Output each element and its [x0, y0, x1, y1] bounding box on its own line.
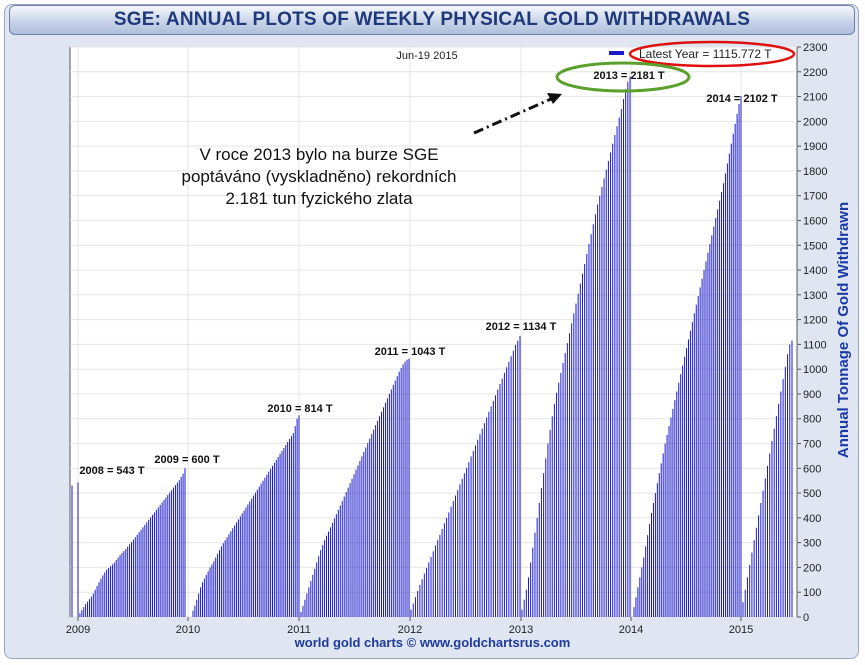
- y-tick-label: 600: [803, 463, 821, 475]
- annotation-line-1: V roce 2013 bylo na burze SGE: [199, 145, 438, 164]
- x-axis: 2009 2010 2011 2012 2013 2014 2015: [66, 617, 753, 636]
- x-tick-label: 2009: [66, 624, 90, 636]
- y-tick-label: 1200: [803, 315, 827, 327]
- y-tick-label: 1500: [803, 240, 827, 252]
- x-tick-label: 2012: [398, 624, 422, 636]
- y-tick-label: 1300: [803, 290, 827, 302]
- y-tick-label: 2200: [803, 67, 827, 79]
- y-tick-label: 0: [803, 612, 809, 624]
- y-tick-label: 500: [803, 488, 821, 500]
- y-tick-label: 1600: [803, 215, 827, 227]
- y-tick-label: 100: [803, 587, 821, 599]
- chart-title: SGE: ANNUAL PLOTS OF WEEKLY PHYSICAL GOL…: [113, 9, 751, 30]
- y-tick-label: 800: [803, 414, 821, 426]
- y-tick-label: 700: [803, 439, 821, 451]
- legend-text: Latest Year = 1115.772 T: [639, 47, 772, 61]
- record-highlight-ellipse: [555, 61, 691, 93]
- year-labels: 2008 = 543 T 2009 = 600 T 2010 = 814 T 2011…: [79, 70, 777, 477]
- y-tick-label: 400: [803, 513, 821, 525]
- y-tick-label: 2300: [803, 42, 827, 54]
- y-tick-label: 1400: [803, 265, 827, 277]
- x-tick-label: 2011: [287, 624, 311, 636]
- y-tick-label: 1900: [803, 141, 827, 153]
- x-tick-label: 2010: [176, 624, 200, 636]
- y-tick-label: 2000: [803, 116, 827, 128]
- y-tick-label: 900: [803, 389, 821, 401]
- year-total-label: 2008 = 543 T: [79, 465, 144, 477]
- y-axis-title: Annual Tonnage Of Gold Withdrawn: [835, 202, 852, 458]
- year-total-label: 2014 = 2102 T: [706, 93, 778, 105]
- year-total-label: 2010 = 814 T: [267, 403, 332, 415]
- y-tick-label: 1700: [803, 191, 827, 203]
- annotation-arrow-line: [473, 97, 552, 135]
- year-total-label: 2012 = 1134 T: [486, 321, 557, 333]
- y-axis: 0 100 200 300 400 500 600 700 800 900 1000 1100 1200…: [797, 42, 827, 624]
- y-tick-label: 1800: [803, 166, 827, 178]
- y-tick-label: 1000: [803, 364, 827, 376]
- x-tick-label: 2013: [509, 624, 533, 636]
- annotation: V roce 2013 bylo na burze SGE poptáváno …: [182, 145, 457, 208]
- year-total-label: 2011 = 1043 T: [375, 346, 446, 358]
- y-tick-label: 300: [803, 538, 821, 550]
- chart-date: Jun-19 2015: [396, 50, 457, 62]
- y-tick-label: 2100: [803, 92, 827, 104]
- title-bar: SGE: ANNUAL PLOTS OF WEEKLY PHYSICAL GOL…: [9, 5, 855, 35]
- footer-credit: world gold charts © www.goldchartsrus.co…: [294, 635, 571, 650]
- annotation-line-3: 2.181 tun fyzického zlata: [225, 189, 413, 208]
- legend-highlight-ellipse: [628, 40, 796, 68]
- x-tick-label: 2015: [729, 624, 753, 636]
- annotation-line-2: poptáváno (vyskladněno) rekordních: [182, 167, 457, 186]
- y-tick-label: 200: [803, 562, 821, 574]
- bars-group: [71, 76, 793, 617]
- year-total-label: 2009 = 600 T: [154, 454, 219, 466]
- year-total-label: 2013 = 2181 T: [593, 70, 665, 82]
- annotation-arrow-head: [547, 93, 562, 104]
- plot-area: [69, 46, 798, 618]
- legend-swatch: [609, 51, 624, 55]
- x-tick-label: 2014: [619, 624, 643, 636]
- y-tick-label: 1100: [803, 339, 827, 351]
